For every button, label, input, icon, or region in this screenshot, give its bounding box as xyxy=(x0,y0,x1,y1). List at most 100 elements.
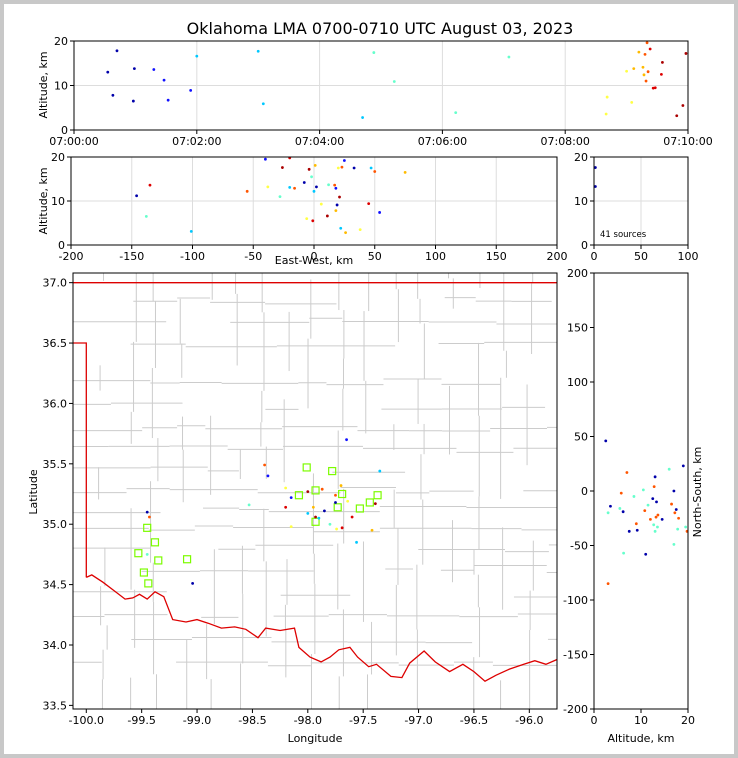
station-marker xyxy=(333,503,342,512)
northsouth-altitude-point xyxy=(656,513,660,517)
northsouth-altitude-point xyxy=(660,517,664,521)
altitude-time-point xyxy=(256,49,260,53)
northsouth-altitude-point xyxy=(653,475,657,479)
altitude-eastwest-panel: -200 -150 -100 -50 0 50 100 150 200 0 10 20 Altitud… xyxy=(37,151,568,267)
altitude-eastwest-points xyxy=(135,156,407,235)
plan-view-xlabel: Longitude xyxy=(288,732,343,745)
x-tick-label: 100 xyxy=(425,250,446,263)
altitude-eastwest-point xyxy=(148,183,152,187)
northsouth-altitude-point xyxy=(632,495,636,498)
y-tick-label: 37.0 xyxy=(43,277,68,290)
station-marker xyxy=(365,498,374,507)
altitude-time-point xyxy=(642,73,646,77)
altitude-eastwest-point xyxy=(333,183,337,187)
station-marker xyxy=(143,523,152,532)
x-tick-label: -98.5 xyxy=(238,714,266,727)
x-tick-label: 0 xyxy=(311,250,318,263)
plan-view-point xyxy=(191,581,195,585)
plan-view-point xyxy=(345,438,348,442)
plan-view-point xyxy=(335,527,338,531)
northsouth-altitude-point xyxy=(649,517,652,521)
altitude-time-grid xyxy=(73,40,689,131)
y-tick-label: 34.5 xyxy=(43,579,68,592)
northsouth-altitude-point xyxy=(646,503,650,507)
x-tick-label: 07:00:00 xyxy=(49,135,98,148)
y-tick-label: 35.5 xyxy=(43,458,68,471)
plan-view-point xyxy=(328,522,332,526)
plan-view-point xyxy=(263,463,267,467)
altitude-eastwest-point xyxy=(315,185,318,189)
y-tick-label: 20 xyxy=(574,151,588,164)
x-tick-label: 100 xyxy=(678,250,699,263)
plan-view-point xyxy=(284,486,288,490)
y-tick-label: 0 xyxy=(581,239,588,252)
northsouth-altitude-point xyxy=(654,515,658,519)
altitude-time-point xyxy=(630,101,634,104)
altitude-eastwest-point xyxy=(403,171,407,174)
northsouth-altitude-point xyxy=(674,508,678,511)
northsouth-altitude-point xyxy=(673,511,677,515)
altitude-eastwest-point xyxy=(334,186,338,190)
altitude-time-point xyxy=(261,102,265,106)
x-tick-label: -96.0 xyxy=(515,714,543,727)
plan-view-point xyxy=(311,505,315,509)
x-tick-label: 07:06:00 xyxy=(418,135,467,148)
station-marker xyxy=(302,463,311,472)
altitude-time-point xyxy=(684,52,688,55)
y-tick-label: 10 xyxy=(574,195,588,208)
station-marker xyxy=(311,486,320,495)
altitude-eastwest-point xyxy=(339,226,343,230)
northsouth-altitude-ticks: 0 10 20 -200 -150 -100 -50 0 50 100 150 200 xyxy=(563,267,695,727)
altitude-time-panel: 07:00:00 07:02:00 07:04:00 07:06:00 07:08:00… xyxy=(37,35,713,148)
plan-view-point xyxy=(314,515,317,519)
northsouth-altitude-point xyxy=(641,488,645,492)
altitude-time-point xyxy=(632,67,636,70)
altitude-time-point xyxy=(625,69,628,73)
y-tick-label: 0 xyxy=(61,124,68,137)
altitude-time-point xyxy=(646,70,650,74)
y-tick-label: 35.0 xyxy=(43,518,68,531)
y-tick-label: 100 xyxy=(567,376,588,389)
y-tick-label: 200 xyxy=(567,267,588,280)
northsouth-altitude-point xyxy=(609,504,612,508)
station-marker xyxy=(182,555,192,564)
altitude-eastwest-point xyxy=(358,228,362,232)
station-marker xyxy=(134,549,143,558)
altitude-eastwest-point xyxy=(340,165,344,169)
northsouth-altitude-point xyxy=(655,500,658,504)
station-marker xyxy=(294,491,304,500)
plan-view-point xyxy=(148,515,151,519)
station-marker xyxy=(338,489,347,499)
altitude-eastwest-point xyxy=(302,181,306,184)
altitude-eastwest-point xyxy=(305,217,309,221)
plan-view-point xyxy=(289,525,293,529)
altitude-time-point xyxy=(115,49,119,53)
y-tick-label: 36.0 xyxy=(43,397,68,410)
plan-view-point xyxy=(306,511,310,515)
x-tick-label: -96.5 xyxy=(460,714,488,727)
altitude-eastwest-point xyxy=(352,166,356,170)
northsouth-altitude-point xyxy=(672,489,676,493)
northsouth-altitude-point xyxy=(672,543,676,546)
x-tick-label: 150 xyxy=(486,250,507,263)
northsouth-altitude-point xyxy=(667,467,671,471)
y-tick-label: 50 xyxy=(574,431,588,444)
altitude-eastwest-point xyxy=(342,159,346,162)
y-tick-label: 10 xyxy=(54,80,68,93)
altitude-time-point xyxy=(392,80,396,83)
station-marker xyxy=(139,568,148,577)
x-tick-label: 10 xyxy=(634,714,648,727)
altitude-eastwest-point xyxy=(325,214,329,218)
plan-view-point xyxy=(373,502,377,506)
northsouth-altitude-point xyxy=(651,497,655,501)
altitude-eastwest-point xyxy=(312,189,316,193)
northsouth-altitude-point xyxy=(643,509,647,513)
altitude-time-point xyxy=(131,99,135,103)
altitude-eastwest-point xyxy=(264,157,267,161)
plan-view-panel: -100.0 -99.5 -99.0 -98.5 -98.0 -97.5 -97.0 -96.… xyxy=(27,272,558,745)
altitude-eastwest-point xyxy=(369,166,373,170)
plan-view-point xyxy=(355,540,358,544)
northsouth-altitude-point xyxy=(670,502,673,506)
lma-figure: Oklahoma LMA 0700-0710 UTC August 03, 20… xyxy=(27,19,713,745)
altitude-time-point xyxy=(648,47,652,51)
